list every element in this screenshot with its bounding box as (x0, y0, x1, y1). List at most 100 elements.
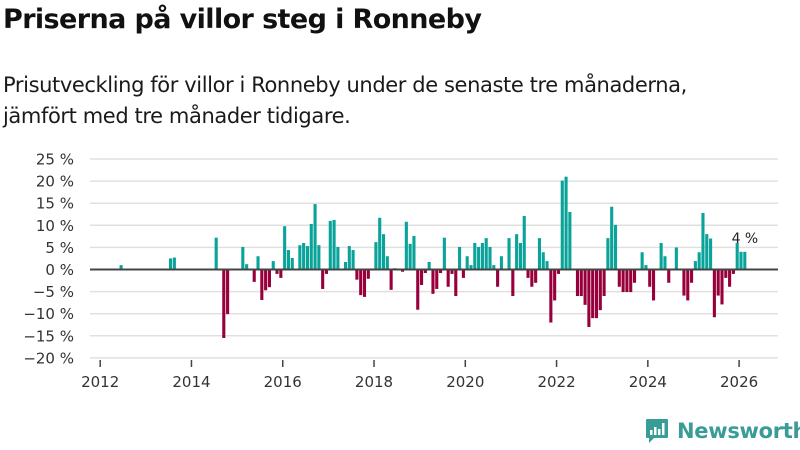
bar-positive (305, 246, 310, 270)
bar-negative (355, 269, 359, 280)
bar-negative (423, 269, 427, 274)
bar-positive (290, 258, 294, 270)
bar-positive (693, 261, 697, 270)
bar-positive (705, 234, 709, 270)
bar-negative (598, 269, 602, 311)
bar-positive (488, 246, 492, 270)
bar-positive (473, 242, 477, 270)
bar-negative (651, 269, 656, 301)
bar-negative (450, 269, 454, 274)
bar-negative (416, 269, 420, 310)
bar-positive (286, 250, 290, 270)
bar-positive (568, 212, 572, 270)
bar-positive (564, 176, 568, 270)
bar-negative (667, 269, 671, 283)
bar-negative (712, 269, 716, 318)
bar-positive (283, 226, 287, 270)
bar-negative (534, 269, 538, 283)
bar-positive (256, 256, 260, 270)
bar-positive (332, 219, 336, 270)
bar-positive (735, 242, 739, 270)
bar-negative (648, 269, 652, 287)
last-value-label: 4 % (732, 231, 759, 247)
bar-positive (412, 235, 416, 270)
subtitle-line-1: Prisutveckling för villor i Ronneby unde… (3, 73, 687, 97)
bar-positive (545, 261, 549, 270)
bar-positive (644, 265, 648, 270)
bar-positive (351, 250, 355, 270)
bar-positive (119, 265, 123, 270)
bar-negative (435, 269, 439, 289)
bar-positive (343, 261, 348, 270)
x-tick-label: 2018 (355, 373, 393, 391)
bar-positive (492, 265, 496, 270)
bar-negative (632, 269, 637, 283)
bar-positive (241, 246, 245, 270)
bar-positive (663, 256, 667, 270)
x-tick-label: 2012 (81, 373, 119, 391)
bar-negative (716, 269, 720, 296)
bar-positive (674, 247, 678, 270)
bar-positive (469, 265, 473, 270)
bar-positive (385, 256, 389, 270)
bar-positive (541, 252, 545, 270)
bar-negative (446, 269, 450, 287)
bar-negative (222, 269, 226, 339)
bar-positive (697, 252, 701, 270)
bar-positive (743, 251, 747, 270)
x-tick-label: 2024 (629, 373, 667, 391)
bar-negative (461, 269, 465, 278)
y-tick-label: 10 % (36, 217, 74, 235)
x-tick-label: 2020 (446, 373, 484, 391)
bar-positive (374, 242, 378, 270)
y-tick-label: −5 % (33, 283, 74, 301)
x-tick-label: 2014 (172, 373, 210, 391)
bar-positive (442, 237, 446, 270)
bar-negative (591, 269, 595, 319)
bar-positive (537, 238, 541, 270)
y-axis-ticks: 25 % 20 % 15 % 10 % 5 % 0 % −5 % −10 % −15 % −20 … (23, 151, 74, 368)
chart-subtitle: Prisutveckling för villor i Ronneby unde… (3, 70, 793, 132)
bar-negative (594, 269, 599, 319)
bar-negative (553, 269, 557, 301)
bar-negative (686, 269, 690, 301)
y-tick-label: −20 % (23, 349, 74, 367)
bar-negative (324, 269, 329, 274)
bar-positive (709, 238, 713, 270)
bar-positive (465, 256, 469, 270)
bar-positive (427, 261, 431, 270)
bar-positive (336, 246, 340, 270)
bar-positive (480, 242, 484, 270)
bar-positive (640, 252, 644, 270)
bar-positive (610, 206, 614, 270)
bar-positive (172, 257, 176, 270)
bar-positive (245, 264, 249, 270)
chart-title: Priserna på villor steg i Ronneby (3, 4, 482, 35)
y-tick-label: 5 % (45, 239, 74, 257)
bar-positive (328, 220, 332, 270)
bar-negative (602, 269, 606, 297)
brand-name: Newsworthy (677, 419, 800, 443)
bar-negative (431, 269, 435, 294)
bar-negative (279, 269, 283, 278)
bar-negative (526, 269, 530, 278)
bar-negative (625, 269, 629, 293)
bar-chart-speech-bubble-icon (646, 419, 668, 443)
bar-positive (317, 245, 321, 270)
x-axis-ticks: 2012 2014 2016 2018 2020 2022 2024 2026 (81, 360, 758, 391)
bar-negative (621, 269, 625, 293)
bar-negative (400, 269, 405, 272)
bar-negative (321, 269, 325, 289)
bar-negative (629, 269, 633, 293)
bar-negative (264, 269, 268, 291)
bar-positive (739, 251, 743, 270)
bar-positive (701, 212, 705, 270)
bar-negative (454, 269, 458, 297)
newsworthy-logo: Newsworthy (645, 418, 800, 444)
bar-negative (275, 269, 279, 274)
bar-negative (389, 269, 393, 290)
bar-negative (617, 269, 621, 287)
bar-positive (659, 242, 663, 270)
bar-negative (720, 269, 724, 305)
y-tick-label: 20 % (36, 173, 74, 191)
